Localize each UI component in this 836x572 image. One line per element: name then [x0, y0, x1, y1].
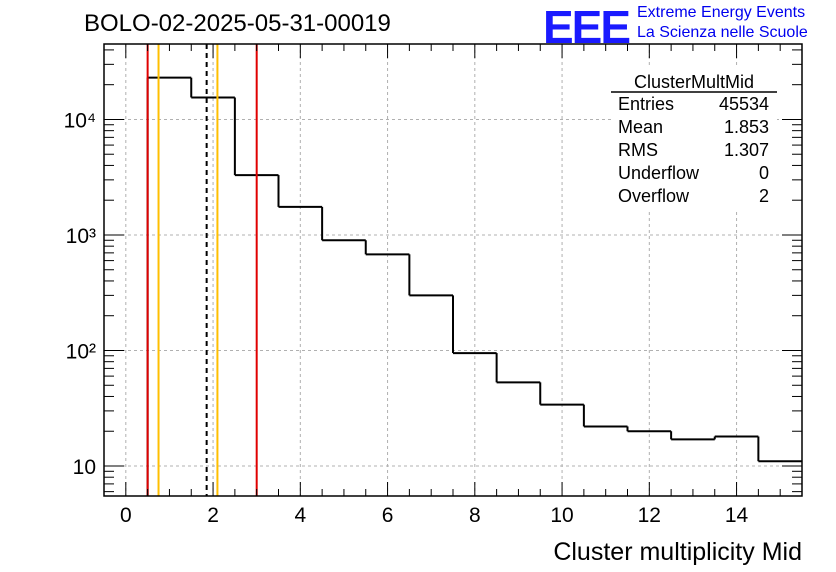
stats-value: 1.307 — [724, 140, 769, 160]
stats-value: 0 — [759, 163, 769, 183]
y-tick-label: 10² — [66, 340, 96, 363]
x-tick-label: 2 — [207, 504, 219, 527]
x-axis-label: Cluster multiplicity Mid — [553, 538, 802, 566]
stats-label: Entries — [618, 94, 674, 114]
stats-title: ClusterMultMid — [634, 72, 754, 92]
stats-label: Mean — [618, 117, 663, 137]
x-tick-label: 4 — [294, 504, 306, 527]
chart-title: BOLO-02-2025-05-31-00019 — [84, 10, 391, 37]
y-tick-label: 10⁴ — [64, 109, 96, 132]
y-tick-label: 10³ — [66, 225, 96, 248]
x-tick-label: 10 — [550, 504, 573, 527]
x-tick-label: 6 — [382, 504, 394, 527]
x-tick-label: 14 — [725, 504, 749, 527]
stats-label: RMS — [618, 140, 658, 160]
y-tick-label: 10 — [73, 456, 96, 479]
x-tick-label: 0 — [120, 504, 132, 527]
stats-label: Overflow — [618, 186, 690, 206]
eee-logo-line1: Extreme Energy Events — [637, 4, 806, 21]
stats-value: 2 — [759, 186, 769, 206]
x-tick-label: 8 — [469, 504, 481, 527]
eee-logo-line2: La Scienza nelle Scuole — [637, 24, 808, 41]
stats-label: Underflow — [618, 163, 700, 183]
stats-value: 1.853 — [724, 117, 769, 137]
stats-value: 45534 — [719, 94, 769, 114]
x-tick-label: 12 — [638, 504, 661, 527]
